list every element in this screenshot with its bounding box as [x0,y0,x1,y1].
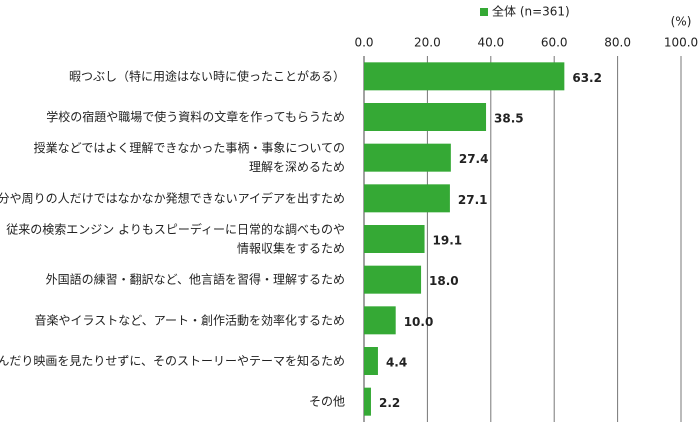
y-tick-label: 暇つぶし（特に用途はない時に使ったことがある） [69,68,345,83]
value-label: 2.2 [379,396,400,410]
y-tick-label-line: 従来の検索エンジン よりもスピーディーに日常的な調べものや [6,221,345,236]
x-tick-label: 60.0 [541,36,568,50]
y-tick-label-line: 情報収集をするため [237,240,345,255]
bar [364,103,487,131]
value-label: 63.2 [572,71,602,85]
bar [364,347,378,375]
y-tick-label-line: 自分や周りの人だけではなかなか発想できないアイデアを出すため [0,190,345,205]
x-tick-label: 40.0 [477,36,504,50]
axis-unit: (%) [671,15,692,29]
y-tick-label-line: 外国語の練習・翻訳など、他言語を習得・理解するため [46,271,345,286]
y-tick-label: 授業などではよく理解できなかった事柄・事象についての理解を深めるため [34,140,345,174]
x-tick-label: 80.0 [604,36,631,50]
value-label: 38.5 [494,112,524,126]
y-tick-label: 音楽やイラストなど、アート・創作活動を効率化するため [35,312,345,327]
y-tick-label: 本を読んだり映画を見たりせずに、そのストーリーやテーマを知るため [0,353,345,368]
y-tick-label: 自分や周りの人だけではなかなか発想できないアイデアを出すため [0,190,345,205]
value-label: 10.0 [404,315,434,329]
y-tick-label-line: 学校の宿題や職場で使う資料の文章を作ってもらうため [46,109,345,124]
value-label: 4.4 [386,356,407,370]
bar [364,265,422,294]
value-label: 19.1 [433,234,463,248]
y-tick-label-line: 本を読んだり映画を見たりせずに、そのストーリーやテーマを知るため [0,353,345,368]
y-tick-label-line: 授業などではよく理解できなかった事柄・事象についての [34,140,345,155]
y-tick-label-line: 理解を深めるため [249,160,345,174]
y-tick-label-line: 暇つぶし（特に用途はない時に使ったことがある） [69,68,345,83]
x-tick-label: 20.0 [414,36,441,50]
bar [364,62,565,91]
y-tick-label-line: 音楽やイラストなど、アート・創作活動を効率化するため [35,312,345,327]
legend-label: 全体 (n=361) [492,4,570,19]
y-tick-label: 従来の検索エンジン よりもスピーディーに日常的な調べものや情報収集をするため [6,221,345,255]
bar [364,387,371,416]
x-tick-label: 100.0 [664,36,698,50]
bar [364,184,450,213]
y-tick-label: 外国語の練習・翻訳など、他言語を習得・理解するため [46,271,345,286]
y-tick-label-line: その他 [309,394,345,408]
value-label: 27.1 [458,193,488,207]
legend-swatch [480,8,488,16]
bar [364,225,425,253]
bar [364,306,396,335]
y-tick-label: 学校の宿題や職場で使う資料の文章を作ってもらうため [46,109,345,124]
value-label: 27.4 [459,152,489,166]
y-tick-label: その他 [309,394,345,408]
x-tick-label: 0.0 [354,36,373,50]
value-label: 18.0 [429,274,459,288]
bar [364,143,451,172]
